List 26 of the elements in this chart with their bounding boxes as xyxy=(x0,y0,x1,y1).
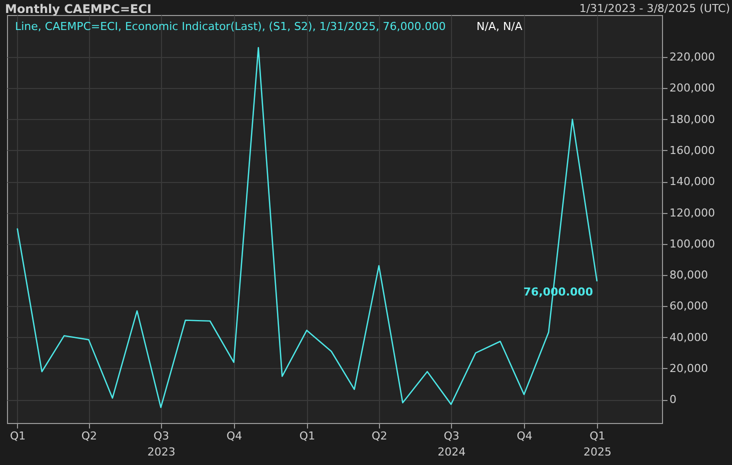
x-tick-label: Q3 2024 xyxy=(438,430,466,458)
text: Line, CAEMPC=ECI, Economic Indicator(Last), (S1, S2), 1/31/2025, 76,000.000 xyxy=(15,20,446,33)
y-tick-label: 100,000 xyxy=(670,237,715,250)
y-tick-label: 0 xyxy=(670,393,676,406)
chart-subtitle: 1/31/2023 - 3/8/2025 (UTC) xyxy=(579,2,730,15)
chart-title: Monthly CAEMPC=ECI xyxy=(5,2,152,16)
y-tick-label: 20,000 xyxy=(670,362,708,375)
y-tick-label: 200,000 xyxy=(670,82,715,95)
x-tick-label: Q4 xyxy=(516,430,532,442)
y-tick-label: 60,000 xyxy=(670,300,708,313)
y-tick-label: 160,000 xyxy=(670,144,715,157)
x-tick-label: Q2 xyxy=(372,430,388,442)
y-tick-label: 180,000 xyxy=(670,112,715,126)
y-tick-label: 80,000 xyxy=(670,268,708,282)
x-tick-label: Q1 2025 xyxy=(583,430,612,458)
x-tick-label: Q4 xyxy=(226,430,242,442)
y-tick-label: 40,000 xyxy=(670,330,708,344)
y-tick-label: 140,000 xyxy=(670,175,715,188)
y-tick-label: 120,000 xyxy=(670,206,715,220)
x-tick-label: Q1 xyxy=(10,430,26,442)
annotation: N/A, N/A xyxy=(476,20,523,33)
x-tick-label: Q2 xyxy=(81,430,98,442)
x-tick-label: Q1 xyxy=(299,430,316,442)
x-tick-label: Q3 2023 xyxy=(147,430,176,458)
line-series xyxy=(16,47,598,408)
y-tick-label: 220,000 xyxy=(670,50,715,64)
